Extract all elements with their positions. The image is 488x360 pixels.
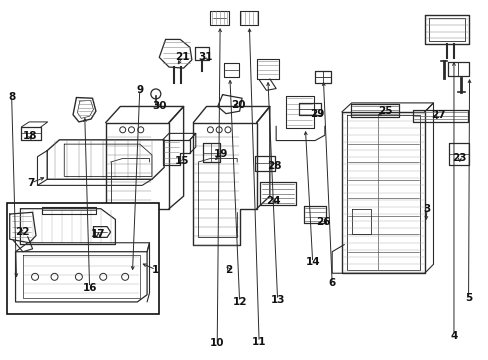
Text: 27: 27 bbox=[430, 111, 445, 121]
Text: 2: 2 bbox=[225, 265, 232, 275]
Text: 11: 11 bbox=[251, 337, 266, 347]
Text: 14: 14 bbox=[305, 257, 319, 267]
Text: 16: 16 bbox=[82, 283, 97, 293]
Text: 18: 18 bbox=[23, 131, 38, 141]
Text: 15: 15 bbox=[175, 156, 189, 166]
Text: 31: 31 bbox=[198, 52, 212, 62]
Bar bbox=[7, 203, 159, 315]
Text: 21: 21 bbox=[175, 52, 189, 62]
Text: 25: 25 bbox=[378, 106, 392, 116]
Text: 13: 13 bbox=[270, 295, 285, 305]
Text: 28: 28 bbox=[267, 161, 282, 171]
Text: 4: 4 bbox=[449, 331, 457, 341]
Text: 19: 19 bbox=[213, 149, 228, 159]
Text: 10: 10 bbox=[209, 338, 224, 348]
Text: 17: 17 bbox=[91, 229, 105, 239]
Text: 8: 8 bbox=[8, 92, 15, 102]
Text: 12: 12 bbox=[232, 297, 246, 307]
Text: 9: 9 bbox=[136, 85, 143, 95]
Text: 1: 1 bbox=[152, 265, 159, 275]
Text: 3: 3 bbox=[423, 204, 430, 214]
Text: 20: 20 bbox=[231, 100, 245, 110]
Text: 6: 6 bbox=[328, 278, 335, 288]
Text: 26: 26 bbox=[316, 217, 330, 227]
Text: 29: 29 bbox=[310, 109, 324, 119]
Text: 7: 7 bbox=[27, 178, 35, 188]
Text: 24: 24 bbox=[266, 196, 281, 206]
Text: 22: 22 bbox=[15, 227, 30, 237]
Text: 30: 30 bbox=[152, 102, 166, 112]
Text: 23: 23 bbox=[451, 153, 466, 163]
Text: 5: 5 bbox=[464, 293, 471, 303]
